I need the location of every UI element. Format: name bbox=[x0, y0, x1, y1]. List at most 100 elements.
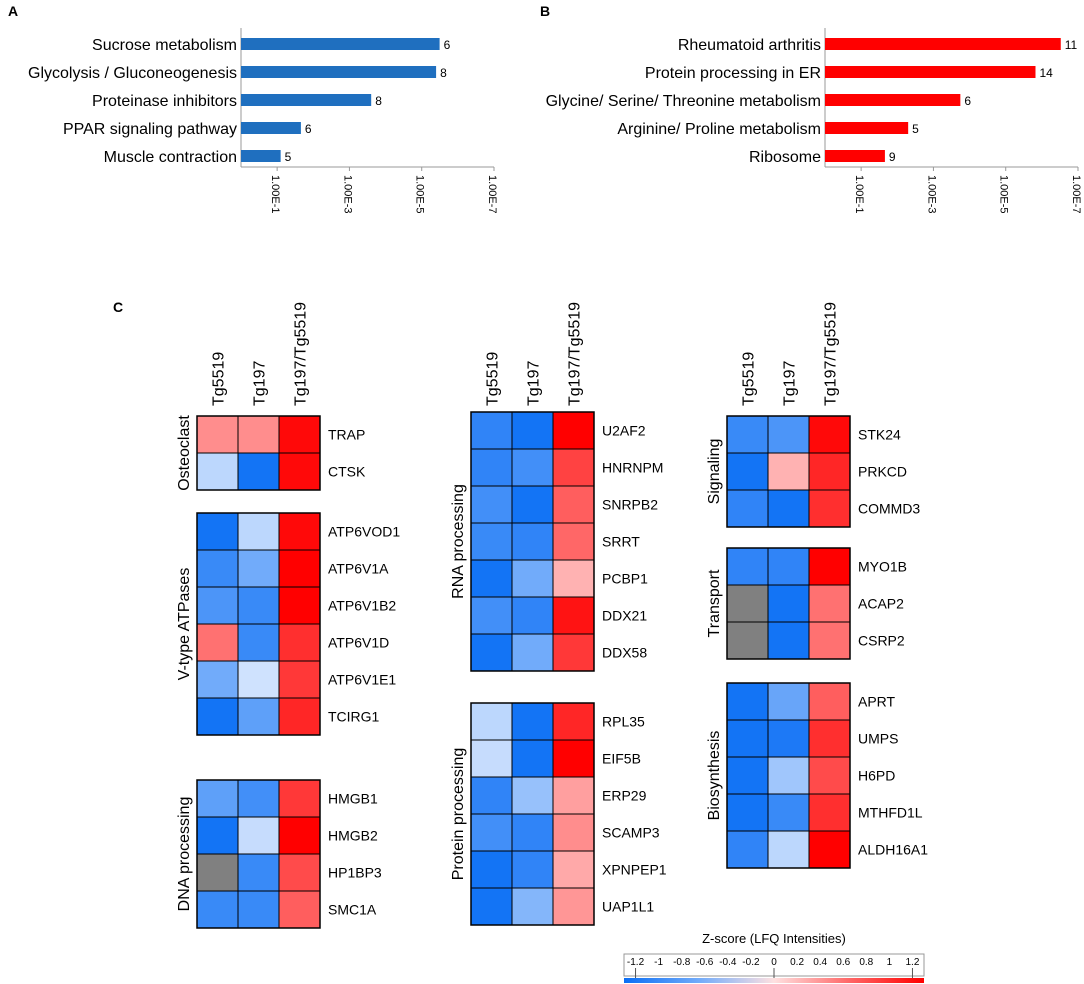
bar-chart-b: 1.00E-1 1.00E-3 1.00E-5 1.00E-7 Rheumatoid a… bbox=[546, 28, 1082, 214]
heatmap-cell bbox=[726, 489, 769, 528]
colorbar: Z-score (LFQ Intensities)-1.2 -1 -0.8 -0.6-… bbox=[623, 931, 925, 983]
gene-label: EIF5B bbox=[602, 751, 641, 767]
gene-label: MTHFD1L bbox=[858, 805, 923, 821]
group-label: Biosynthesis bbox=[706, 731, 723, 821]
heatmap-cell bbox=[511, 411, 554, 450]
heatmap-cell bbox=[552, 739, 595, 778]
x-tick-label: 1.00E-3 bbox=[925, 175, 937, 214]
column-header: Tg197 bbox=[252, 361, 269, 406]
colorbar-strip bbox=[624, 978, 924, 983]
heatmap-cell bbox=[726, 756, 769, 795]
group-frame bbox=[726, 415, 851, 528]
category-label: Sucrose metabolism bbox=[92, 37, 237, 54]
heatmap-cell bbox=[196, 697, 239, 736]
heatmap-cell bbox=[196, 890, 239, 929]
heatmap-cell bbox=[237, 853, 280, 892]
heatmap-cell bbox=[470, 850, 513, 889]
count-label: 5 bbox=[285, 150, 292, 164]
gene-label: HNRNPM bbox=[602, 460, 663, 476]
bar bbox=[825, 150, 885, 162]
colorbar-tick-label: 0.6 bbox=[836, 957, 850, 968]
gene-label: SCAMP3 bbox=[602, 825, 660, 841]
heatmap-cell bbox=[511, 448, 554, 487]
gene-label: ALDH16A1 bbox=[858, 842, 928, 858]
count-label: 6 bbox=[444, 38, 451, 52]
heatmap-cell bbox=[552, 813, 595, 852]
group-frame bbox=[470, 411, 595, 672]
heatmap-cell bbox=[278, 779, 321, 818]
heatmap-cell bbox=[808, 415, 851, 454]
heatmap-cell bbox=[278, 415, 321, 454]
category-label: Proteinase inhibitors bbox=[92, 93, 237, 110]
colorbar-tick-label: -0.8 bbox=[673, 957, 691, 968]
group-frame bbox=[726, 547, 851, 660]
heatmap-cell bbox=[511, 633, 554, 672]
heatmap-cell bbox=[726, 621, 769, 660]
heatmap-cell bbox=[278, 549, 321, 588]
gene-label: APRT bbox=[858, 694, 896, 710]
heatmap-cell bbox=[470, 702, 513, 741]
heatmap-cell bbox=[470, 887, 513, 926]
heatmap-cell bbox=[808, 452, 851, 491]
heatmap-cell bbox=[808, 682, 851, 721]
heatmap-cell bbox=[767, 793, 810, 832]
gene-label: PRKCD bbox=[858, 464, 907, 480]
gene-label: COMMD3 bbox=[858, 501, 920, 517]
heatmap-cell bbox=[767, 830, 810, 869]
heatmap-cell bbox=[726, 547, 769, 586]
heatmap-cell bbox=[552, 850, 595, 889]
heatmap-cell bbox=[196, 853, 239, 892]
gene-label: U2AF2 bbox=[602, 423, 646, 439]
count-label: 9 bbox=[889, 150, 896, 164]
gene-label: DDX58 bbox=[602, 645, 647, 661]
colorbar-tick-label: -0.2 bbox=[742, 957, 760, 968]
heatmap-cell bbox=[511, 776, 554, 815]
heatmap-cell bbox=[552, 559, 595, 598]
x-tick-label: 1.00E-1 bbox=[269, 175, 281, 214]
heatmap-cell bbox=[196, 586, 239, 625]
heatmap-cell bbox=[552, 596, 595, 635]
count-label: 5 bbox=[912, 122, 919, 136]
colorbar-tick-label: 0.2 bbox=[790, 957, 804, 968]
group-frame bbox=[196, 415, 321, 491]
colorbar-tick-label: 1 bbox=[887, 957, 893, 968]
heatmap-cell bbox=[808, 584, 851, 623]
heatmap-cell bbox=[196, 623, 239, 662]
heatmap-cell bbox=[237, 890, 280, 929]
x-tick-label: 1.00E-7 bbox=[1070, 175, 1082, 214]
gene-label: ATP6V1D bbox=[328, 635, 389, 651]
gene-label: TCIRG1 bbox=[328, 709, 380, 725]
heatmap-cell bbox=[237, 452, 280, 491]
gene-label: CTSK bbox=[328, 464, 366, 480]
bar-chart-a: 1.00E-1 1.00E-3 1.00E-5 1.00E-7 Sucrose meta… bbox=[28, 28, 498, 214]
gene-label: SMC1A bbox=[328, 902, 377, 918]
gene-label: ATP6V1B2 bbox=[328, 598, 396, 614]
colorbar-tick-label: -0.4 bbox=[719, 957, 737, 968]
heatmap-cell bbox=[237, 779, 280, 818]
gene-label: CSRP2 bbox=[858, 633, 905, 649]
heatmap-cell bbox=[278, 853, 321, 892]
heatmap-cell bbox=[552, 448, 595, 487]
heatmap-cell bbox=[237, 816, 280, 855]
heatmap-cell bbox=[726, 719, 769, 758]
heatmap-cell bbox=[196, 816, 239, 855]
heatmap-cell bbox=[767, 621, 810, 660]
category-label: PPAR signaling pathway bbox=[63, 121, 237, 138]
heatmap-cell bbox=[278, 586, 321, 625]
heatmap-cell bbox=[726, 415, 769, 454]
bar bbox=[241, 66, 437, 78]
heatmap-cell bbox=[196, 779, 239, 818]
heatmap-cell bbox=[808, 756, 851, 795]
gene-label: MYO1B bbox=[858, 559, 907, 575]
heatmap-cell bbox=[767, 756, 810, 795]
bar bbox=[825, 66, 1036, 78]
count-label: 8 bbox=[440, 66, 447, 80]
group-label: Osteoclast bbox=[176, 415, 193, 491]
heatmap-cell bbox=[470, 813, 513, 852]
gene-label: SNRPB2 bbox=[602, 497, 658, 513]
heatmap-cell bbox=[511, 702, 554, 741]
heatmap-cell bbox=[808, 793, 851, 832]
colorbar-tick-label: 0.8 bbox=[859, 957, 873, 968]
colorbar-tick-label: -0.6 bbox=[696, 957, 714, 968]
colorbar-tick-label: 1.2 bbox=[906, 957, 920, 968]
